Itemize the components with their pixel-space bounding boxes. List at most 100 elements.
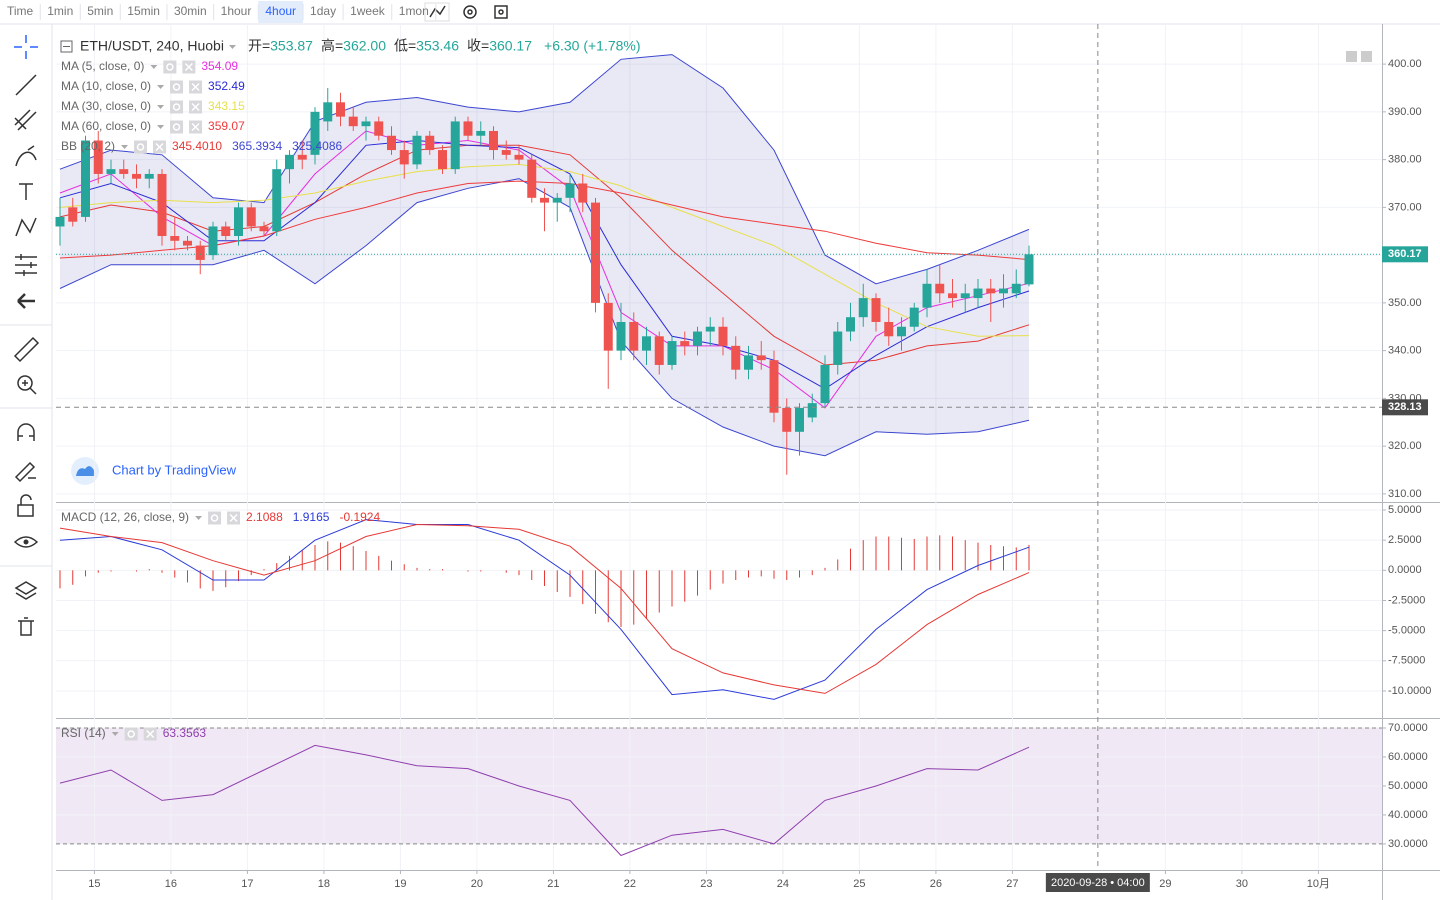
macd-line — [59, 523, 1030, 694]
lock-drawing-tool[interactable] — [14, 461, 36, 483]
zoom-tool[interactable] — [17, 375, 37, 395]
lock-tool[interactable] — [17, 494, 34, 517]
legend-menu-arrow — [121, 145, 129, 149]
remove-icon — [229, 513, 238, 523]
interval-button[interactable]: 15min — [120, 1, 167, 23]
candle-body — [297, 154, 307, 160]
legend-value: 2.1088 — [246, 510, 283, 524]
y-tick-label: 50.0000 — [1388, 780, 1428, 792]
icon — [429, 5, 446, 18]
settings-icon — [127, 730, 135, 738]
candle-body — [68, 207, 78, 222]
watermark-logo — [76, 466, 95, 476]
button-frame — [424, 2, 450, 22]
visibility-tool[interactable] — [13, 536, 39, 548]
fib-tool[interactable] — [14, 109, 37, 131]
crosshair-tool[interactable] — [14, 35, 38, 59]
candle-body — [756, 355, 766, 361]
y-tick-label: -10.0000 — [1388, 685, 1431, 697]
interval-button[interactable]: 1day — [303, 1, 343, 23]
legend-value: 352.49 — [208, 79, 245, 93]
remove-icon — [146, 729, 155, 739]
legend-menu-arrow — [157, 105, 165, 109]
measure-tool[interactable] — [13, 336, 40, 363]
icon — [463, 5, 477, 19]
candle-body — [208, 226, 218, 256]
candle-body — [374, 121, 384, 136]
legend-name: MACD (12, 26, close, 9) — [61, 510, 189, 524]
candle-body — [272, 169, 282, 232]
watermark: Chart by TradingView — [71, 457, 237, 485]
candle-body — [234, 207, 243, 237]
collapse-icon[interactable] — [60, 40, 73, 53]
interval-button[interactable]: 30min — [167, 1, 214, 23]
candle-body — [106, 169, 116, 174]
legend-value: 354.09 — [201, 59, 238, 73]
candle-body — [591, 202, 600, 303]
pane-button[interactable] — [1361, 51, 1372, 62]
candle-body — [705, 326, 715, 332]
settings-icon[interactable] — [208, 511, 222, 525]
interval-button[interactable]: Time — [0, 1, 40, 23]
pattern-tool[interactable] — [15, 217, 37, 237]
interval-button[interactable]: 1min — [40, 1, 80, 23]
candle-body — [986, 288, 996, 294]
candle-body — [527, 159, 537, 198]
indicator-button[interactable] — [463, 5, 477, 19]
candle-body — [259, 226, 269, 232]
interval-button[interactable]: 1hour — [214, 1, 259, 23]
y-tick-label: 2.5000 — [1388, 534, 1422, 546]
interval-button[interactable]: 1week — [343, 1, 392, 23]
y-tick-label: 370.00 — [1388, 201, 1422, 213]
candle-body — [654, 336, 664, 365]
settings-icon[interactable] — [134, 140, 148, 154]
magnet-tool[interactable] — [17, 423, 35, 441]
candle-body — [399, 150, 409, 165]
candle-body — [183, 240, 192, 246]
icon — [467, 9, 473, 15]
interval-button[interactable]: 4hour — [258, 1, 304, 23]
interval-button[interactable]: 5min — [80, 1, 120, 23]
x-tick-label: 24 — [777, 878, 789, 890]
back-tool[interactable] — [17, 293, 35, 309]
settings-icon[interactable] — [170, 80, 184, 94]
legend-name: MA (5, close, 0) — [61, 59, 144, 73]
x-tick-label: 26 — [930, 878, 942, 890]
candle-body — [81, 140, 90, 217]
candle-body — [935, 283, 945, 294]
settings-icon[interactable] — [170, 120, 184, 134]
candle-body — [157, 173, 167, 237]
candle-body — [540, 197, 549, 203]
settings-icon[interactable] — [163, 60, 177, 74]
delete-tool[interactable] — [18, 617, 34, 636]
candle-body — [336, 102, 345, 117]
interval-label: 30min — [174, 4, 207, 18]
settings-icon[interactable] — [170, 100, 184, 114]
prediction-tool[interactable] — [15, 254, 37, 276]
y-tick-label: 5.0000 — [1388, 504, 1422, 516]
x-tick-label: 23 — [700, 878, 712, 890]
trend-line-tool[interactable] — [15, 74, 37, 96]
chart-type-button[interactable] — [424, 2, 450, 22]
candle-body — [642, 336, 651, 351]
legend-value: 1.9165 — [293, 510, 330, 524]
pane-button[interactable] — [1346, 51, 1357, 62]
layers-tool[interactable] — [14, 581, 38, 600]
x-tick-label: 15 — [88, 878, 100, 890]
fullscreen-button[interactable] — [494, 5, 508, 19]
interval-button[interactable]: 1mon — [392, 1, 436, 23]
brush-tool[interactable] — [15, 145, 37, 167]
candle-body — [769, 360, 779, 413]
interval-label: 1mon — [399, 4, 429, 18]
settings-icon[interactable] — [124, 727, 138, 741]
x-tick-label: 27 — [1006, 878, 1018, 890]
text-tool[interactable] — [19, 183, 33, 200]
candle-body — [578, 183, 588, 203]
y-tick-label: 70.0000 — [1388, 722, 1428, 734]
candle-body — [552, 197, 562, 203]
last-price-box — [1382, 246, 1428, 263]
candle-body — [807, 403, 817, 418]
